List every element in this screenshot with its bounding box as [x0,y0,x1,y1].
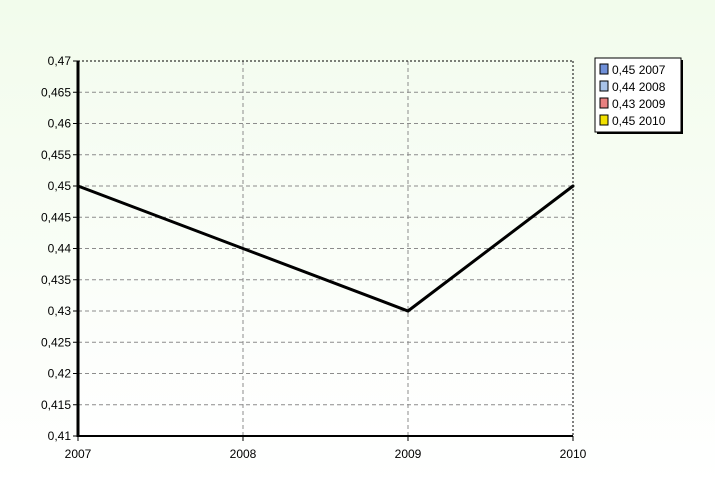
x-tick-label: 2009 [395,447,422,461]
x-tick-label: 2008 [230,447,257,461]
y-tick-label: 0,47 [48,54,72,68]
legend-swatch [599,97,609,109]
y-tick-label: 0,455 [41,148,71,162]
y-tick-label: 0,46 [48,117,72,131]
legend-swatch [599,80,609,92]
legend-label: 0,43 2009 [612,97,666,111]
legend-swatch [599,63,609,75]
legend-box [594,57,682,133]
y-tick-label: 0,44 [48,242,72,256]
data-point [571,184,575,188]
y-axis-ticks: 0,47 0,465 0,46 0,455 0,45 0,445 0,44 0,435 0,43… [41,54,78,443]
x-axis-ticks: 2007 2008 2009 2010 [65,436,587,461]
y-tick-label: 0,445 [41,210,71,224]
x-tick-label: 2007 [65,447,92,461]
legend-label: 0,44 2008 [612,80,666,94]
y-tick-label: 0,465 [41,85,71,99]
data-point [76,184,80,188]
y-tick-label: 0,415 [41,398,71,412]
y-tick-label: 0,425 [41,335,71,349]
y-tick-label: 0,41 [48,429,72,443]
y-tick-label: 0,435 [41,273,71,287]
y-tick-label: 0,42 [48,367,72,381]
legend: 0,45 2007 0,44 2008 0,43 2009 0,45 2010 [594,57,683,134]
legend-label: 0,45 2007 [612,63,666,77]
series [76,184,575,313]
legend-label: 0,45 2010 [612,114,666,128]
legend-swatch [599,114,609,126]
x-tick-label: 2010 [560,447,587,461]
y-tick-label: 0,45 [48,179,72,193]
data-point [406,309,410,313]
y-tick-label: 0,43 [48,304,72,318]
